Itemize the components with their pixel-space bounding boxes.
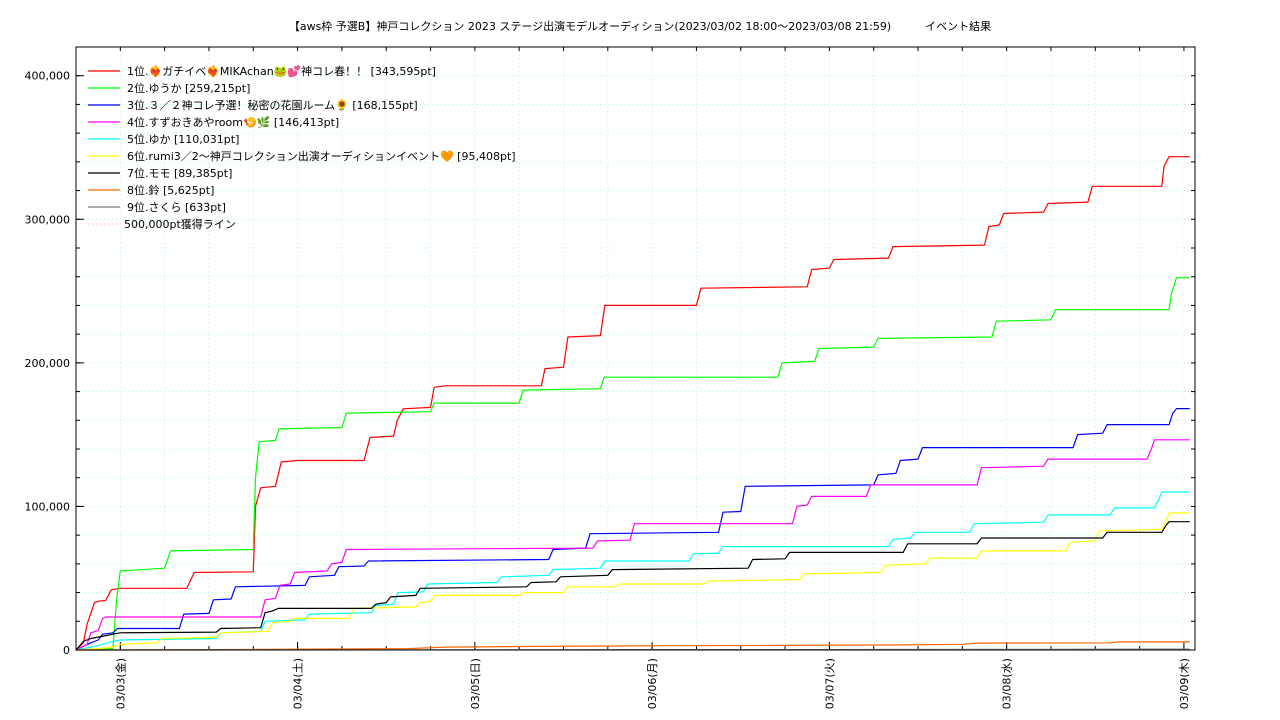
chart-title: 【aws枠 予選B】神戸コレクション 2023 ステージ出演モデルオーディション… [289, 19, 991, 33]
legend-label: 5位.ゆか [110,031pt] [127, 132, 239, 146]
legend-label: 8位.鈴 [5,625pt] [127, 183, 214, 197]
legend-label: 9位.さくら [633pt] [127, 200, 226, 214]
series-line [75, 156, 1190, 651]
legend-label: 6位.rumi3／2〜神戸コレクション出演オーディションイベント🧡 [95,40… [127, 149, 516, 163]
legend-label: 7位.モモ [89,385pt] [127, 166, 232, 180]
legend-label: 1位.❤️‍🔥ガチイベ❤️‍🔥MIKAchan🐸💕神コレ春！！ [343,595… [127, 64, 436, 78]
x-tick-label: 03/06(月) [646, 658, 659, 709]
y-tick-label: 200,000 [25, 357, 71, 370]
y-tick-label: 300,000 [25, 213, 71, 226]
y-tick-label: 100,000 [25, 500, 71, 513]
x-tick-label: 03/04(土) [292, 658, 305, 709]
y-tick-label: 400,000 [25, 70, 71, 83]
x-tick-label: 03/07(火) [823, 658, 836, 709]
x-tick-label: 03/08(水) [1001, 658, 1014, 709]
series-line [75, 521, 1190, 651]
legend-label: 2位.ゆうか [259,215pt] [127, 81, 250, 95]
chart-ticks: 0 100,000 200,000 300,000 400,000 03/03(金) 03/… [25, 47, 1195, 709]
x-tick-label: 03/03(金) [113, 658, 127, 709]
legend-label: 500,000pt獲得ライン [124, 218, 236, 231]
chart-subtitle: イベント結果 [925, 19, 991, 33]
series-line [75, 491, 1190, 651]
legend-label: 3位.３／２神コレ予選！秘密の花園ルーム🌻 [168,155pt] [127, 98, 418, 112]
plot-frame [75, 46, 1196, 651]
x-tick-label: 03/05(日) [469, 658, 482, 709]
x-tick-label: 03/09(木) [1178, 658, 1191, 709]
y-tick-label: 0 [63, 644, 70, 657]
series-line [75, 439, 1190, 651]
series-line [75, 277, 1190, 651]
chart-title-main: 【aws枠 予選B】神戸コレクション 2023 ステージ出演モデルオーディション… [289, 19, 891, 33]
chart-grid [76, 47, 1195, 650]
chart-legend: 1位.❤️‍🔥ガチイベ❤️‍🔥MIKAchan🐸💕神コレ春！！ [343,595… [88, 64, 516, 231]
legend-label: 4位.すずおきあやroom🍤🌿 [146,413pt] [127, 115, 339, 129]
series-line [75, 512, 1190, 651]
